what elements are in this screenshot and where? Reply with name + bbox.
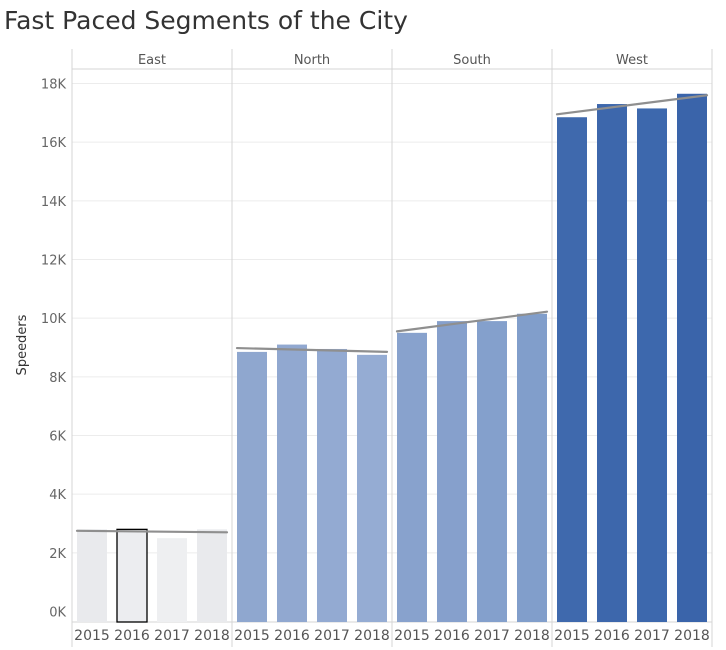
- bar-west-2015[interactable]: [557, 117, 587, 622]
- x-tick-label: 2016: [434, 628, 470, 644]
- x-tick-label: 2015: [74, 628, 110, 644]
- trend-line-west: [555, 94, 709, 116]
- bar-south-2018[interactable]: [517, 313, 547, 622]
- x-tick-label: 2016: [274, 628, 310, 644]
- y-tick-label: 16K: [41, 136, 67, 151]
- x-tick-label: 2018: [194, 628, 230, 644]
- x-tick-label: 2018: [674, 628, 710, 644]
- y-tick-label: 6K: [49, 430, 66, 445]
- bar-west-2016[interactable]: [597, 104, 627, 623]
- y-tick-label: 4K: [49, 488, 66, 503]
- x-tick-label: 2018: [354, 628, 390, 644]
- bar-west-2017[interactable]: [637, 108, 667, 622]
- y-tick-label: 14K: [41, 195, 67, 210]
- trend-line-east: [75, 529, 229, 534]
- bar-east-2018[interactable]: [197, 529, 227, 622]
- bar-east-2016[interactable]: [116, 528, 148, 623]
- y-tick-label: 12K: [41, 254, 67, 269]
- y-tick-label: 2K: [49, 547, 66, 562]
- bar-north-2015[interactable]: [237, 351, 267, 622]
- x-tick-label: 2016: [114, 628, 150, 644]
- y-tick-label: 18K: [41, 78, 67, 93]
- bar-east-2015[interactable]: [77, 529, 107, 622]
- bar-north-2017[interactable]: [317, 348, 347, 622]
- x-tick-label: 2015: [394, 628, 430, 644]
- bar-east-2017[interactable]: [157, 538, 187, 622]
- bar-north-2016[interactable]: [277, 344, 307, 622]
- x-tick-label: 2017: [154, 628, 190, 644]
- x-tick-label: 2015: [554, 628, 590, 644]
- y-tick-label: 8K: [49, 371, 66, 386]
- x-tick-label: 2016: [594, 628, 630, 644]
- y-tick-label: 0K: [49, 606, 66, 621]
- bar-north-2018[interactable]: [357, 354, 387, 622]
- bar-west-2018[interactable]: [677, 93, 707, 623]
- trend-line-south: [395, 310, 549, 333]
- x-tick-label: 2017: [634, 628, 670, 644]
- x-tick-label: 2015: [234, 628, 270, 644]
- y-tick-label: 10K: [41, 312, 67, 327]
- panel-header-west: West: [616, 53, 648, 68]
- panel-header-south: South: [453, 53, 491, 68]
- x-tick-label: 2017: [314, 628, 350, 644]
- y-axis-label: Speeders: [15, 314, 30, 375]
- panel-header-east: East: [138, 53, 166, 68]
- bar-south-2015[interactable]: [397, 332, 427, 622]
- x-tick-label: 2017: [474, 628, 510, 644]
- bar-south-2016[interactable]: [437, 321, 467, 622]
- x-tick-label: 2018: [514, 628, 550, 644]
- trend-line-north: [235, 346, 389, 353]
- chart-title: Fast Paced Segments of the City: [4, 6, 408, 35]
- bar-south-2017[interactable]: [477, 321, 507, 622]
- panel-header-north: North: [294, 53, 330, 68]
